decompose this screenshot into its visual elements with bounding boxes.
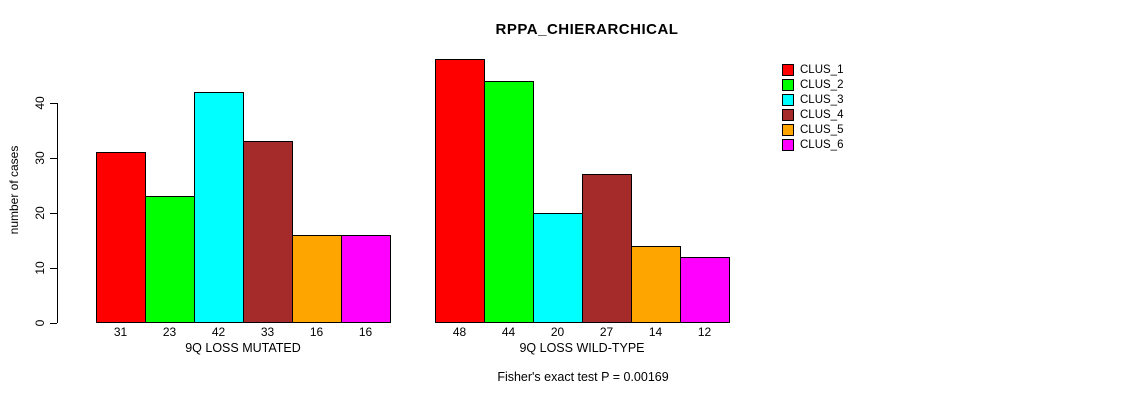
bar-value-label: 42: [211, 325, 226, 339]
bar-value-label: 23: [162, 325, 177, 339]
bar-value-label: 44: [501, 325, 516, 339]
legend-label: CLUS_5: [800, 124, 844, 136]
bar-value-label: 16: [309, 325, 324, 339]
bar: [194, 92, 244, 323]
legend-item: CLUS_3: [782, 94, 843, 106]
y-tick-label: 40: [33, 96, 47, 110]
legend-item: CLUS_2: [782, 79, 843, 91]
legend-item: CLUS_6: [782, 139, 843, 151]
y-tick-label: 20: [33, 206, 47, 220]
legend-swatch: [782, 64, 794, 76]
bar-value-label: 20: [550, 325, 565, 339]
y-tick-mark: [50, 268, 57, 269]
legend-swatch: [782, 109, 794, 121]
legend-label: CLUS_1: [800, 64, 844, 76]
bar: [96, 152, 146, 323]
bar-value-label: 12: [697, 325, 712, 339]
legend-swatch: [782, 124, 794, 136]
legend-label: CLUS_3: [800, 94, 844, 106]
bar: [631, 246, 681, 323]
y-tick-mark: [50, 213, 57, 214]
bar-value-label: 14: [648, 325, 663, 339]
bar: [582, 174, 632, 323]
bar-value-label: 31: [113, 325, 128, 339]
group-axis-label: 9Q LOSS MUTATED: [185, 341, 301, 355]
legend-label: CLUS_6: [800, 139, 844, 151]
legend-swatch: [782, 79, 794, 91]
bar-value-label: 27: [599, 325, 614, 339]
legend-label: CLUS_4: [800, 109, 844, 121]
bar-value-label: 48: [452, 325, 467, 339]
bar-value-label: 16: [358, 325, 373, 339]
legend-item: CLUS_5: [782, 124, 843, 136]
bar: [292, 235, 342, 323]
y-tick-label: 10: [33, 261, 47, 275]
y-axis-line: [57, 103, 58, 323]
y-tick-label: 0: [33, 319, 47, 327]
bar: [484, 81, 534, 323]
y-axis-label: number of cases: [7, 145, 21, 235]
legend-label: CLUS_2: [800, 79, 844, 91]
bar: [680, 257, 730, 323]
y-tick-mark: [50, 103, 57, 104]
y-tick-label: 30: [33, 151, 47, 165]
legend-swatch: [782, 94, 794, 106]
legend: CLUS_1 CLUS_2 CLUS_3 CLUS_4 CLUS_5 CLUS_6: [782, 64, 843, 154]
bar: [341, 235, 391, 323]
bar: [145, 196, 195, 323]
group-axis-label: 9Q LOSS WILD-TYPE: [519, 341, 645, 355]
bar: [243, 141, 293, 323]
legend-item: CLUS_1: [782, 64, 843, 76]
bar-value-label: 33: [260, 325, 275, 339]
y-tick-mark: [50, 323, 57, 324]
legend-item: CLUS_4: [782, 109, 843, 121]
legend-swatch: [782, 139, 794, 151]
y-tick-mark: [50, 158, 57, 159]
bar: [533, 213, 583, 323]
annotation-text: Fisher's exact test P = 0.00169: [497, 370, 669, 384]
bar: [435, 59, 485, 323]
chart-title: RPPA_CHIERARCHICAL: [495, 21, 679, 38]
